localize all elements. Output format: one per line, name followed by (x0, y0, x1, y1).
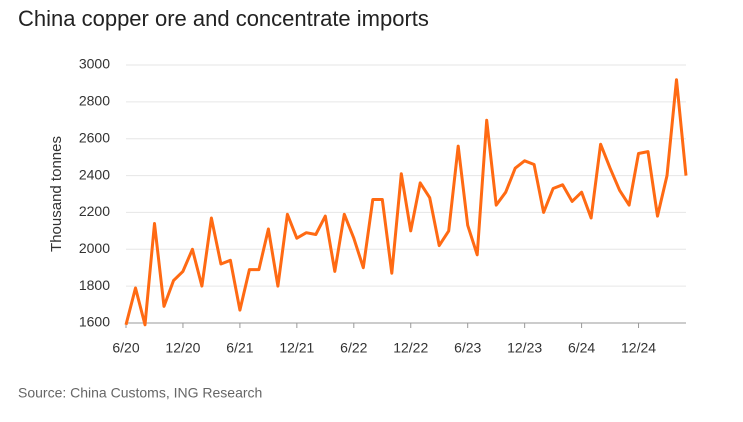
y-tick-label: 2000 (79, 240, 110, 256)
x-tick-label: 6/22 (340, 340, 367, 356)
y-tick-label: 2200 (79, 203, 110, 219)
y-tick-label: 2400 (79, 166, 110, 182)
x-tick-label: 6/23 (454, 340, 481, 356)
y-tick-label: 1800 (79, 277, 110, 293)
x-tick-label: 12/22 (393, 340, 428, 356)
chart-title: China copper ore and concentrate imports (18, 6, 429, 31)
x-tick-label: 12/21 (279, 340, 314, 356)
x-tick-label: 6/24 (568, 340, 595, 356)
line (124, 78, 688, 327)
x-tick-label: 6/20 (112, 340, 139, 356)
y-tick-label: 1600 (79, 314, 110, 330)
y-tick-label: 3000 (79, 56, 110, 72)
x-tick-label: 12/23 (507, 340, 542, 356)
source: Source: China Customs, ING Research (18, 385, 262, 401)
x-tick-label: 6/21 (226, 340, 253, 356)
x-tick-label: 12/24 (621, 340, 656, 356)
y-tick-label: 2600 (79, 129, 110, 145)
y-tick-label: 2800 (79, 93, 110, 109)
y-axis-label: Thousand tonnes (48, 136, 65, 252)
x-tick-label: 12/20 (165, 340, 200, 356)
